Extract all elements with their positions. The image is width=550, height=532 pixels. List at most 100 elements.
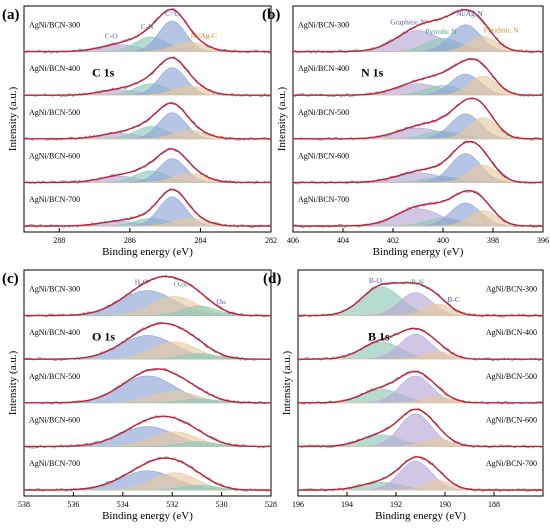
panel-c: (c) 538 536 534 532 530 528 Binding energy (eV)… bbox=[2, 269, 277, 522]
panel-letter: (a) bbox=[2, 7, 20, 23]
sample-label: AgNi/BCN-500 bbox=[29, 108, 80, 117]
fit-envelope-line bbox=[24, 188, 271, 227]
element-label: B 1s bbox=[368, 330, 390, 344]
element-label: N 1s bbox=[361, 66, 384, 80]
spectrum-AgNi/BCN-300: AgNi/BCN-300 bbox=[23, 8, 272, 54]
sample-label: AgNi/BCN-400 bbox=[486, 328, 537, 337]
x-tick-label: 406 bbox=[287, 236, 299, 245]
x-tick-label: 530 bbox=[216, 500, 228, 509]
raw-data-line bbox=[23, 8, 272, 54]
panel-d: (d) 196 194 192 190 188 Binding energy (eV) Int… bbox=[263, 269, 544, 522]
fit-envelope-line bbox=[293, 189, 543, 227]
peak-label: Ni/Ag-C bbox=[191, 31, 217, 40]
fit-envelope-line bbox=[24, 368, 271, 404]
sample-label: AgNi/BCN-600 bbox=[298, 151, 349, 160]
y-axis-label: Intensity (a.u.) bbox=[7, 86, 19, 151]
sample-label: AgNi/BCN-400 bbox=[298, 64, 349, 73]
plot-frame bbox=[297, 269, 544, 497]
panel-letter: (b) bbox=[262, 7, 280, 23]
x-tick-label: 284 bbox=[194, 236, 206, 245]
peak-label: Graphitic N bbox=[390, 17, 426, 26]
fit-envelope-line bbox=[298, 456, 543, 491]
spectrum-AgNi/BCN-600: AgNi/BCN-600 bbox=[23, 147, 272, 185]
x-tick-label: 532 bbox=[166, 500, 178, 509]
sample-label: AgNi/BCN-300 bbox=[29, 285, 80, 294]
sample-label: AgNi/BCN-500 bbox=[486, 372, 537, 381]
peak-B-N bbox=[298, 334, 543, 360]
fit-envelope-line bbox=[24, 457, 271, 491]
sample-label: AgNi/BCN-600 bbox=[29, 415, 80, 424]
peak-label: C=C bbox=[165, 9, 179, 18]
panel-a: (a) 288 286 284 282 Binding energy (eV) Intens… bbox=[2, 5, 277, 258]
sample-label: AgNi/BCN-300 bbox=[486, 285, 537, 294]
x-tick-label: 282 bbox=[265, 236, 277, 245]
y-axis-label: Intensity (a.u.) bbox=[281, 350, 293, 415]
spectrum-AgNi/BCN-500: AgNi/BCN-500 bbox=[292, 97, 544, 141]
fit-envelope-line bbox=[24, 8, 271, 53]
spectrum-AgNi/BCN-500: AgNi/BCN-500 bbox=[23, 102, 272, 141]
x-axis-label: Binding energy (eV) bbox=[375, 510, 466, 522]
x-tick-label: 188 bbox=[488, 500, 500, 509]
spectrum-AgNi/BCN-400: AgNi/BCN-400 bbox=[292, 57, 544, 98]
peak-label: C-N bbox=[141, 22, 155, 31]
spectrum-AgNi/BCN-400: AgNi/BCN-400 bbox=[297, 327, 544, 362]
fit-envelope-line bbox=[24, 415, 271, 448]
x-tick-label: 538 bbox=[18, 500, 30, 509]
fit-envelope-line bbox=[293, 9, 543, 53]
fit-envelope-line bbox=[293, 140, 543, 184]
peak-label: Oₘ bbox=[216, 297, 226, 306]
x-tick-label: 536 bbox=[67, 500, 79, 509]
spectrum-AgNi/BCN-500: AgNi/BCN-500 bbox=[23, 368, 272, 405]
element-label: C 1s bbox=[92, 66, 115, 80]
fit-envelope-line bbox=[293, 97, 543, 140]
x-tick-label: 194 bbox=[341, 500, 353, 509]
fit-envelope-line bbox=[24, 102, 271, 140]
x-axis-label: Binding energy (eV) bbox=[102, 510, 193, 522]
sample-label: AgNi/BCN-600 bbox=[486, 415, 537, 424]
spectrum-AgNi/BCN-400: AgNi/BCN-400 bbox=[23, 321, 272, 362]
spectrum-AgNi/BCN-400: AgNi/BCN-400 bbox=[23, 56, 272, 98]
peak-label: H₂O bbox=[135, 278, 149, 287]
sample-label: AgNi/BCN-500 bbox=[298, 108, 349, 117]
sample-label: AgNi/BCN-300 bbox=[29, 21, 80, 30]
fit-envelope-line bbox=[24, 275, 271, 317]
spectrum-AgNi/BCN-600: AgNi/BCN-600 bbox=[292, 140, 544, 185]
sample-label: AgNi/BCN-700 bbox=[486, 459, 537, 468]
spectrum-AgNi/BCN-600: AgNi/BCN-600 bbox=[23, 414, 272, 449]
panel-b: (b) 406 404 402 400 398 396 Binding energy (eV)… bbox=[262, 5, 549, 258]
x-tick-label: 192 bbox=[390, 500, 402, 509]
spectrum-AgNi/BCN-700: AgNi/BCN-700 bbox=[23, 188, 272, 229]
x-axis-label: Binding energy (eV) bbox=[373, 246, 464, 258]
spectrum-AgNi/BCN-600: AgNi/BCN-600 bbox=[297, 407, 544, 449]
y-axis-label: Intensity (a.u.) bbox=[7, 350, 19, 415]
x-tick-label: 396 bbox=[537, 236, 549, 245]
x-axis-label: Binding energy (eV) bbox=[102, 246, 193, 258]
fit-envelope-line bbox=[24, 56, 271, 96]
plot-frame bbox=[23, 5, 272, 233]
peak-C=C bbox=[24, 158, 271, 183]
fit-envelope-line bbox=[298, 408, 543, 448]
spectrum-AgNi/BCN-700: AgNi/BCN-700 bbox=[292, 189, 544, 229]
plot-frame bbox=[292, 5, 544, 233]
peak-label: B-N bbox=[411, 278, 425, 287]
x-tick-label: 400 bbox=[437, 236, 449, 245]
fit-envelope-line bbox=[24, 148, 271, 184]
spectrum-AgNi/BCN-500: AgNi/BCN-500 bbox=[297, 370, 544, 406]
peak-label: B-O bbox=[369, 276, 383, 285]
plot-frame bbox=[23, 269, 272, 497]
peak-label: Oₐdₛ bbox=[174, 279, 188, 288]
sample-label: AgNi/BCN-700 bbox=[29, 195, 80, 204]
raw-data-line bbox=[23, 456, 272, 492]
x-tick-label: 402 bbox=[387, 236, 399, 245]
x-tick-label: 190 bbox=[439, 500, 451, 509]
peak-label: C-O bbox=[105, 32, 119, 41]
element-label: O 1s bbox=[92, 330, 115, 344]
sample-label: AgNi/BCN-400 bbox=[29, 64, 80, 73]
raw-data-line bbox=[292, 190, 544, 229]
sample-label: AgNi/BCN-500 bbox=[29, 372, 80, 381]
x-tick-label: 196 bbox=[292, 500, 304, 509]
panel-letter: (d) bbox=[263, 271, 281, 287]
x-tick-label: 528 bbox=[265, 500, 277, 509]
x-tick-label: 534 bbox=[117, 500, 129, 509]
fit-envelope-line bbox=[298, 327, 543, 360]
